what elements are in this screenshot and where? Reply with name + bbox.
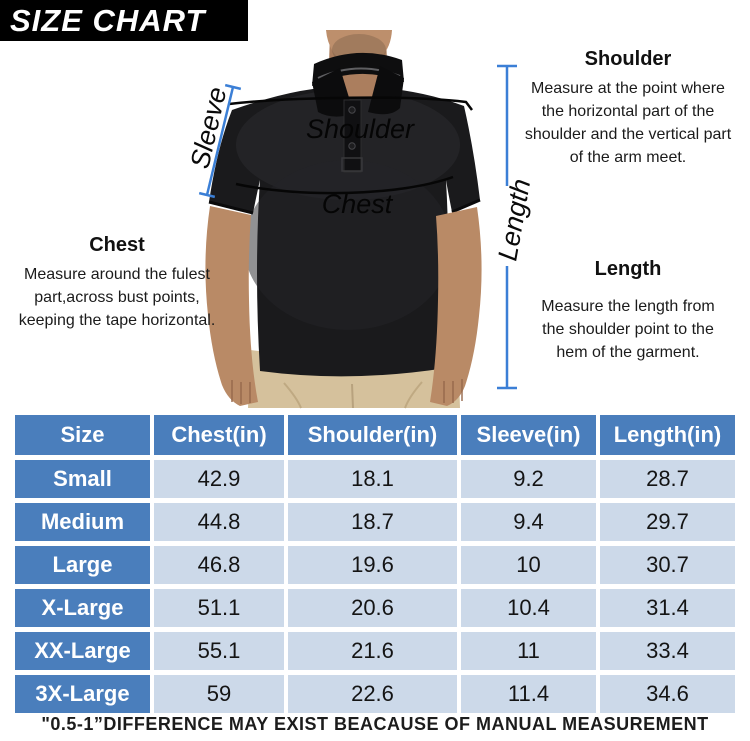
- value-cell: 22.6: [288, 675, 457, 713]
- value-cell: 9.2: [461, 460, 596, 498]
- value-cell: 34.6: [600, 675, 735, 713]
- value-cell: 10: [461, 546, 596, 584]
- page-title: SIZE CHART: [0, 0, 248, 41]
- table-row: Small 42.9 18.1 9.2 28.7: [15, 460, 735, 498]
- value-cell: 21.6: [288, 632, 457, 670]
- value-cell: 33.4: [600, 632, 735, 670]
- value-cell: 20.6: [288, 589, 457, 627]
- size-label-cell: XX-Large: [15, 632, 150, 670]
- chest-callout-heading: Chest: [89, 234, 145, 256]
- value-cell: 44.8: [154, 503, 284, 541]
- size-label-cell: Large: [15, 546, 150, 584]
- table-row: XX-Large 55.1 21.6 11 33.4: [15, 632, 735, 670]
- shoulder-callout-heading: Shoulder: [584, 48, 672, 70]
- length-line-label: Length: [492, 176, 536, 263]
- column-header: Length(in): [600, 415, 735, 455]
- value-cell: 19.6: [288, 546, 457, 584]
- length-callout-description: Measure the length from the shoulder poi…: [541, 298, 715, 361]
- length-callout-heading: Length: [594, 258, 662, 280]
- size-label-cell: 3X-Large: [15, 675, 150, 713]
- value-cell: 18.7: [288, 503, 457, 541]
- shoulder-callout-description: Measure at the point where the horizonta…: [524, 80, 732, 166]
- length-callout: Length Measure the length from the shoul…: [508, 258, 748, 364]
- chest-callout: Chest Measure around the fulest part,acr…: [0, 234, 234, 332]
- value-cell: 11: [461, 632, 596, 670]
- shoulder-shirt-label: Shoulder: [306, 114, 415, 144]
- left-arm: [205, 206, 258, 406]
- value-cell: 31.4: [600, 589, 735, 627]
- value-cell: 46.8: [154, 546, 284, 584]
- size-label-cell: Medium: [15, 503, 150, 541]
- collar-right-flap: [368, 66, 404, 115]
- size-label-cell: Small: [15, 460, 150, 498]
- column-header: Chest(in): [154, 415, 284, 455]
- value-cell: 42.9: [154, 460, 284, 498]
- chest-callout-description: Measure around the fulest part,across bu…: [18, 266, 216, 329]
- column-header: Size: [15, 415, 150, 455]
- size-label-cell: X-Large: [15, 589, 150, 627]
- measurement-disclaimer: "0.5-1”DIFFERENCE MAY EXIST BEACAUSE OF …: [41, 714, 709, 734]
- length-measure-line: [497, 64, 517, 390]
- shoulder-line: [228, 96, 473, 111]
- column-header: Sleeve(in): [461, 415, 596, 455]
- sleeve-measure-line: [198, 83, 242, 199]
- button: [348, 142, 356, 150]
- table-row: Large 46.8 19.6 10 30.7: [15, 546, 735, 584]
- right-arm: [430, 207, 482, 406]
- man-photo: [205, 30, 482, 409]
- value-cell: 30.7: [600, 546, 735, 584]
- chest-shirt-label: Chest: [322, 189, 394, 219]
- table-header-row: Size Chest(in) Shoulder(in) Sleeve(in) Lengt…: [15, 415, 735, 455]
- value-cell: 11.4: [461, 675, 596, 713]
- value-cell: 28.7: [600, 460, 735, 498]
- value-cell: 59: [154, 675, 284, 713]
- value-cell: 51.1: [154, 589, 284, 627]
- size-chart-table: Size Chest(in) Shoulder(in) Sleeve(in) Lengt…: [11, 410, 739, 718]
- value-cell: 9.4: [461, 503, 596, 541]
- value-cell: 55.1: [154, 632, 284, 670]
- table-row: X-Large 51.1 20.6 10.4 31.4: [15, 589, 735, 627]
- table-row: 3X-Large 59 22.6 11.4 34.6: [15, 675, 735, 713]
- value-cell: 18.1: [288, 460, 457, 498]
- chest-line: [235, 175, 454, 195]
- column-header: Shoulder(in): [288, 415, 457, 455]
- button: [348, 106, 356, 114]
- value-cell: 29.7: [600, 503, 735, 541]
- shoulder-callout: Shoulder Measure at the point where the …: [508, 48, 748, 169]
- table-row: Medium 44.8 18.7 9.4 29.7: [15, 503, 735, 541]
- value-cell: 10.4: [461, 589, 596, 627]
